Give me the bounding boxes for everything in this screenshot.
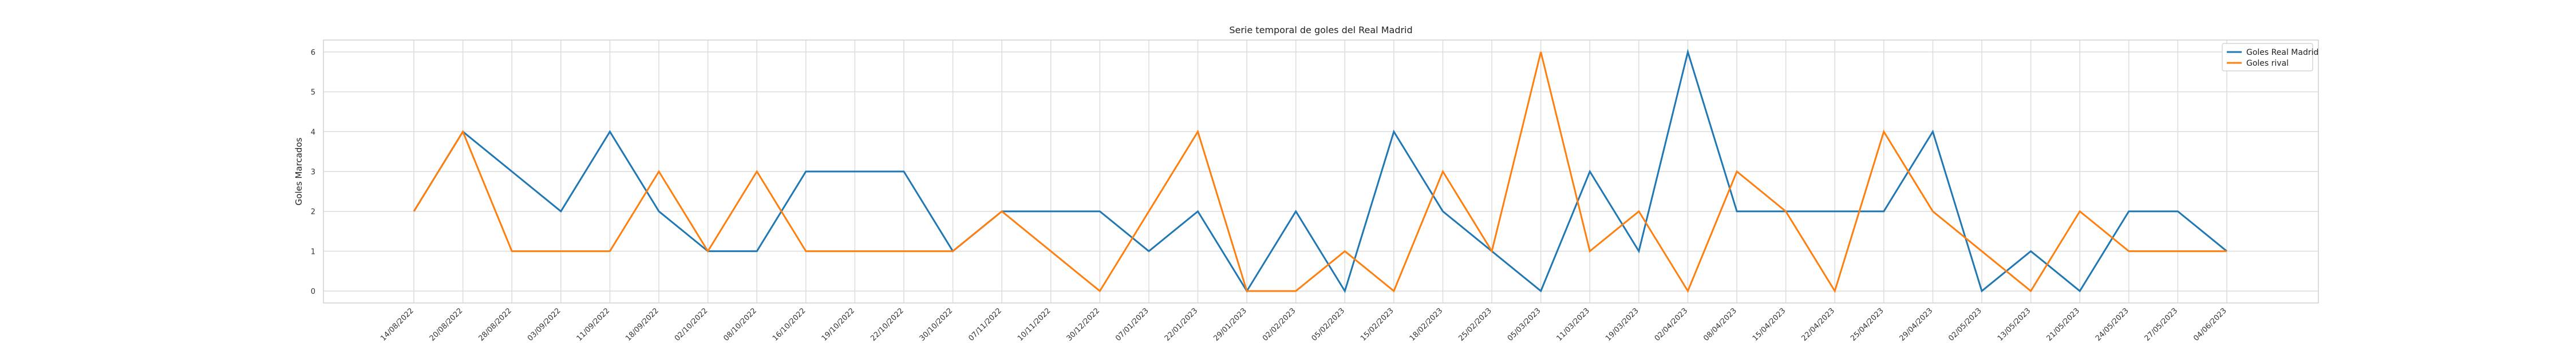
y-tick-label: 4 bbox=[311, 128, 315, 137]
legend-label-goles-real-madrid: Goles Real Madrid bbox=[2246, 48, 2318, 57]
y-axis-label: Goles Marcados bbox=[294, 137, 304, 205]
y-tick-label: 0 bbox=[311, 288, 315, 296]
plot-area-frame bbox=[323, 39, 2319, 304]
series-line-goles-rival bbox=[413, 51, 2227, 293]
y-tick-label: 2 bbox=[311, 208, 315, 217]
legend-box bbox=[2222, 43, 2313, 71]
chart-title: Serie temporal de goles del Real Madrid bbox=[1229, 25, 1412, 35]
series-line-goles-real-madrid bbox=[413, 49, 2227, 293]
y-tick-label: 5 bbox=[311, 89, 315, 97]
y-tick-label: 6 bbox=[311, 49, 315, 57]
y-tick-label: 3 bbox=[311, 168, 315, 177]
y-tick-label: 1 bbox=[311, 248, 315, 256]
legend-label-goles-rival: Goles rival bbox=[2246, 59, 2289, 68]
series-lines bbox=[413, 49, 2227, 293]
legend: Goles Real Madrid Goles rival bbox=[2222, 43, 2318, 71]
y-axis-ticks: 0 1 2 3 4 5 6 bbox=[311, 49, 315, 296]
